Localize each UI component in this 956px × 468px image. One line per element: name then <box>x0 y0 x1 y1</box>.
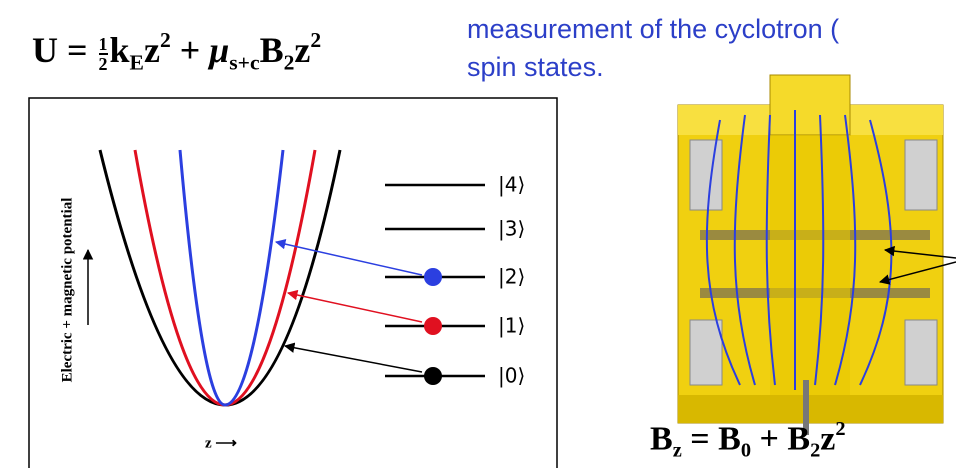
subscript: s+c <box>229 50 260 75</box>
transition-arrow <box>283 342 423 373</box>
symbol: B <box>787 420 811 458</box>
pointer-arrow <box>878 261 956 285</box>
level-label: |4⟩ <box>498 173 525 197</box>
x-axis-label: z ⟶ <box>205 435 237 451</box>
symbol: z <box>820 420 836 458</box>
subscript: 2 <box>810 439 821 462</box>
y-axis-label: Electric + magnetic potential <box>59 198 75 383</box>
symbol: + <box>759 420 779 458</box>
description-line: measurement of the cyclotron ( <box>467 14 840 44</box>
panel <box>28 97 558 468</box>
formula-top: U = 1 2 kEz2 + μs+cB2z2 <box>32 28 321 76</box>
symbol: z <box>294 30 311 71</box>
numerator: 1 <box>98 33 108 55</box>
description-line: spin states. <box>467 52 604 82</box>
symbol: B <box>259 30 284 71</box>
field-lines <box>705 110 893 390</box>
subscript: 2 <box>283 50 295 75</box>
transition-arrow <box>274 238 423 276</box>
transition-arrow <box>286 289 423 323</box>
symbol: k <box>109 30 130 71</box>
symbol: B <box>718 420 741 458</box>
level-label: |2⟩ <box>498 265 525 289</box>
pointer-arrow <box>883 245 956 259</box>
level-label: |0⟩ <box>498 364 525 388</box>
superscript: 2 <box>835 418 846 440</box>
potential-curve <box>178 149 285 407</box>
symbol: = <box>67 30 88 71</box>
particle <box>424 268 442 286</box>
particle <box>424 367 442 385</box>
symbol: z <box>143 30 160 71</box>
symbol: U <box>32 30 58 71</box>
subscript: E <box>129 50 144 75</box>
symbol: B <box>650 420 673 458</box>
superscript: 2 <box>159 28 171 52</box>
subscript: 0 <box>740 439 752 462</box>
formula-bottom: Bz = B0 + B2z2 <box>650 418 846 462</box>
symbol: μ <box>209 30 230 71</box>
symbol: = <box>690 420 710 458</box>
symbol: + <box>179 30 201 71</box>
level-label: |3⟩ <box>498 217 525 241</box>
superscript: 2 <box>310 28 322 52</box>
subscript: z <box>672 439 682 462</box>
level-label: |1⟩ <box>498 314 525 338</box>
particle <box>424 317 442 335</box>
denominator: 2 <box>98 53 108 74</box>
penning-trap <box>677 74 944 435</box>
